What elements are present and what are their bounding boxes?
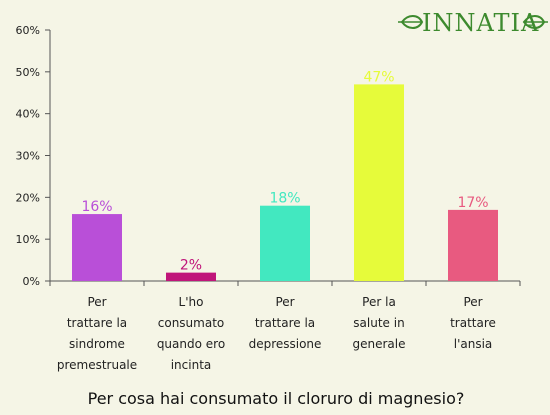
y-tick-label: 30% <box>16 150 40 163</box>
category-label: Per trattare la depressione <box>249 295 322 351</box>
bar <box>166 272 216 281</box>
category-label: Per la salute in generale <box>353 295 406 351</box>
y-tick-label: 60% <box>16 24 40 37</box>
logo-text: INNATIA <box>422 9 539 37</box>
bar <box>260 205 310 281</box>
bars: 16% 2% 18% 47% 17% <box>72 69 498 281</box>
category-label: Per trattare la sindrome premestruale <box>57 295 137 372</box>
data-label: 16% <box>81 199 112 215</box>
data-label: 17% <box>457 195 488 211</box>
category-label: L'ho consumato quando ero incinta <box>157 295 225 372</box>
y-tick-label: 10% <box>16 233 40 246</box>
bar <box>448 209 498 281</box>
category-labels: Per trattare la sindrome premestruale L'ho co… <box>57 295 496 372</box>
bar <box>354 84 404 281</box>
data-label: 47% <box>363 69 394 85</box>
leaf-icon <box>522 15 548 29</box>
category-label: Per trattare l'ansia <box>450 295 496 351</box>
data-label: 2% <box>180 258 202 274</box>
axes: 0% 10% 20% 30% 40% 50% 60% <box>16 24 521 288</box>
innatia-logo: INNATIA <box>398 9 548 37</box>
bar <box>72 214 122 281</box>
data-label: 18% <box>269 191 300 207</box>
leaf-icon <box>398 15 424 29</box>
y-tick-label: 0% <box>23 275 40 288</box>
chart-title: Per cosa hai consumato il cloruro di mag… <box>88 389 465 408</box>
y-tick-label: 50% <box>16 66 40 79</box>
y-tick-label: 40% <box>16 108 40 121</box>
y-tick-label: 20% <box>16 191 40 204</box>
